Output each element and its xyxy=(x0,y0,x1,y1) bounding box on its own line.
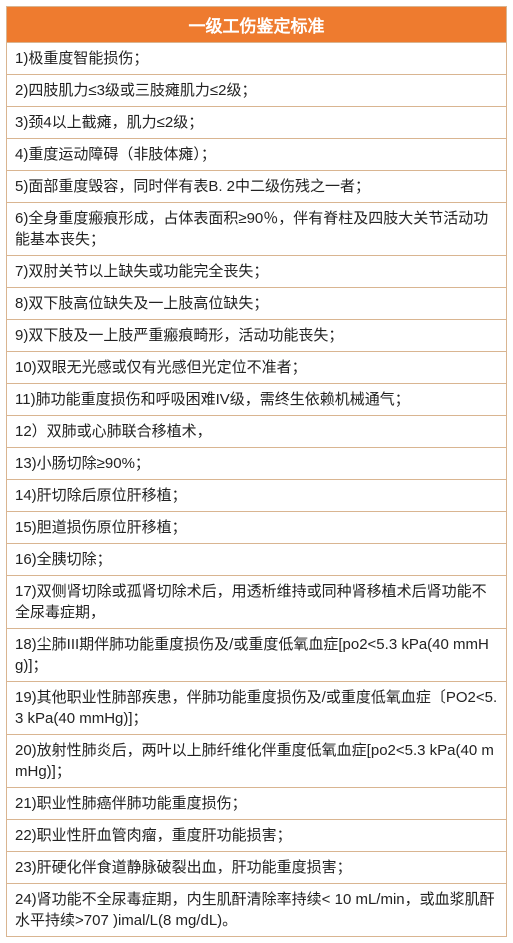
table-row: 13)小肠切除≥90%； xyxy=(7,448,507,480)
table-row: 4)重度运动障碍（非肢体瘫）； xyxy=(7,139,507,171)
table-cell: 8)双下肢高位缺失及一上肢高位缺失； xyxy=(7,288,507,320)
table-row: 1)极重度智能损伤； xyxy=(7,43,507,75)
table-cell: 24)肾功能不全尿毒症期，内生肌酐清除率持续< 10 mL/min，或血浆肌酐水… xyxy=(7,884,507,937)
table-cell: 14)肝切除后原位肝移植； xyxy=(7,480,507,512)
table-cell: 6)全身重度瘢痕形成，占体表面积≥90％，伴有脊柱及四肢大关节活动功能基本丧失； xyxy=(7,203,507,256)
table-cell: 2)四肢肌力≤3级或三肢瘫肌力≤2级； xyxy=(7,75,507,107)
table-row: 24)肾功能不全尿毒症期，内生肌酐清除率持续< 10 mL/min，或血浆肌酐水… xyxy=(7,884,507,937)
table-row: 3)颈4以上截瘫，肌力≤2级； xyxy=(7,107,507,139)
table-row: 21)职业性肺癌伴肺功能重度损伤； xyxy=(7,788,507,820)
table-cell: 5)面部重度毁容，同时伴有表B. 2中二级伤残之一者； xyxy=(7,171,507,203)
table-row: 2)四肢肌力≤3级或三肢瘫肌力≤2级； xyxy=(7,75,507,107)
table-row: 15)胆道损伤原位肝移植； xyxy=(7,512,507,544)
standards-table: 一级工伤鉴定标准 1)极重度智能损伤；2)四肢肌力≤3级或三肢瘫肌力≤2级；3)… xyxy=(6,6,507,937)
table-row: 17)双侧肾切除或孤肾切除术后，用透析维持或同种肾移植术后肾功能不全尿毒症期， xyxy=(7,576,507,629)
table-row: 19)其他职业性肺部疾患，伴肺功能重度损伤及/或重度低氧血症〔PO2<5.3 k… xyxy=(7,682,507,735)
table-cell: 9)双下肢及一上肢严重瘢痕畸形，活动功能丧失； xyxy=(7,320,507,352)
table-row: 18)尘肺III期伴肺功能重度损伤及/或重度低氧血症[po2<5.3 kPa(4… xyxy=(7,629,507,682)
table-row: 5)面部重度毁容，同时伴有表B. 2中二级伤残之一者； xyxy=(7,171,507,203)
table-row: 16)全胰切除； xyxy=(7,544,507,576)
table-row: 6)全身重度瘢痕形成，占体表面积≥90％，伴有脊柱及四肢大关节活动功能基本丧失； xyxy=(7,203,507,256)
table-row: 14)肝切除后原位肝移植； xyxy=(7,480,507,512)
table-cell: 19)其他职业性肺部疾患，伴肺功能重度损伤及/或重度低氧血症〔PO2<5.3 k… xyxy=(7,682,507,735)
table-row: 7)双肘关节以上缺失或功能完全丧失； xyxy=(7,256,507,288)
table-cell: 13)小肠切除≥90%； xyxy=(7,448,507,480)
table-row: 22)职业性肝血管肉瘤，重度肝功能损害； xyxy=(7,820,507,852)
table-row: 12）双肺或心肺联合移植术， xyxy=(7,416,507,448)
table-cell: 23)肝硬化伴食道静脉破裂出血，肝功能重度损害； xyxy=(7,852,507,884)
table-cell: 12）双肺或心肺联合移植术， xyxy=(7,416,507,448)
table-row: 10)双眼无光感或仅有光感但光定位不准者； xyxy=(7,352,507,384)
table-title: 一级工伤鉴定标准 xyxy=(7,7,507,43)
table-row: 23)肝硬化伴食道静脉破裂出血，肝功能重度损害； xyxy=(7,852,507,884)
table-row: 20)放射性肺炎后，两叶以上肺纤维化伴重度低氧血症[po2<5.3 kPa(40… xyxy=(7,735,507,788)
table-cell: 20)放射性肺炎后，两叶以上肺纤维化伴重度低氧血症[po2<5.3 kPa(40… xyxy=(7,735,507,788)
table-container: 一级工伤鉴定标准 1)极重度智能损伤；2)四肢肌力≤3级或三肢瘫肌力≤2级；3)… xyxy=(0,0,513,943)
table-cell: 16)全胰切除； xyxy=(7,544,507,576)
table-cell: 18)尘肺III期伴肺功能重度损伤及/或重度低氧血症[po2<5.3 kPa(4… xyxy=(7,629,507,682)
table-cell: 7)双肘关节以上缺失或功能完全丧失； xyxy=(7,256,507,288)
table-cell: 15)胆道损伤原位肝移植； xyxy=(7,512,507,544)
table-cell: 10)双眼无光感或仅有光感但光定位不准者； xyxy=(7,352,507,384)
table-cell: 22)职业性肝血管肉瘤，重度肝功能损害； xyxy=(7,820,507,852)
table-cell: 3)颈4以上截瘫，肌力≤2级； xyxy=(7,107,507,139)
table-cell: 1)极重度智能损伤； xyxy=(7,43,507,75)
table-cell: 4)重度运动障碍（非肢体瘫）； xyxy=(7,139,507,171)
table-cell: 21)职业性肺癌伴肺功能重度损伤； xyxy=(7,788,507,820)
table-cell: 11)肺功能重度损伤和呼吸困难IV级，需终生依赖机械通气； xyxy=(7,384,507,416)
table-cell: 17)双侧肾切除或孤肾切除术后，用透析维持或同种肾移植术后肾功能不全尿毒症期， xyxy=(7,576,507,629)
table-row: 8)双下肢高位缺失及一上肢高位缺失； xyxy=(7,288,507,320)
table-row: 9)双下肢及一上肢严重瘢痕畸形，活动功能丧失； xyxy=(7,320,507,352)
table-row: 11)肺功能重度损伤和呼吸困难IV级，需终生依赖机械通气； xyxy=(7,384,507,416)
